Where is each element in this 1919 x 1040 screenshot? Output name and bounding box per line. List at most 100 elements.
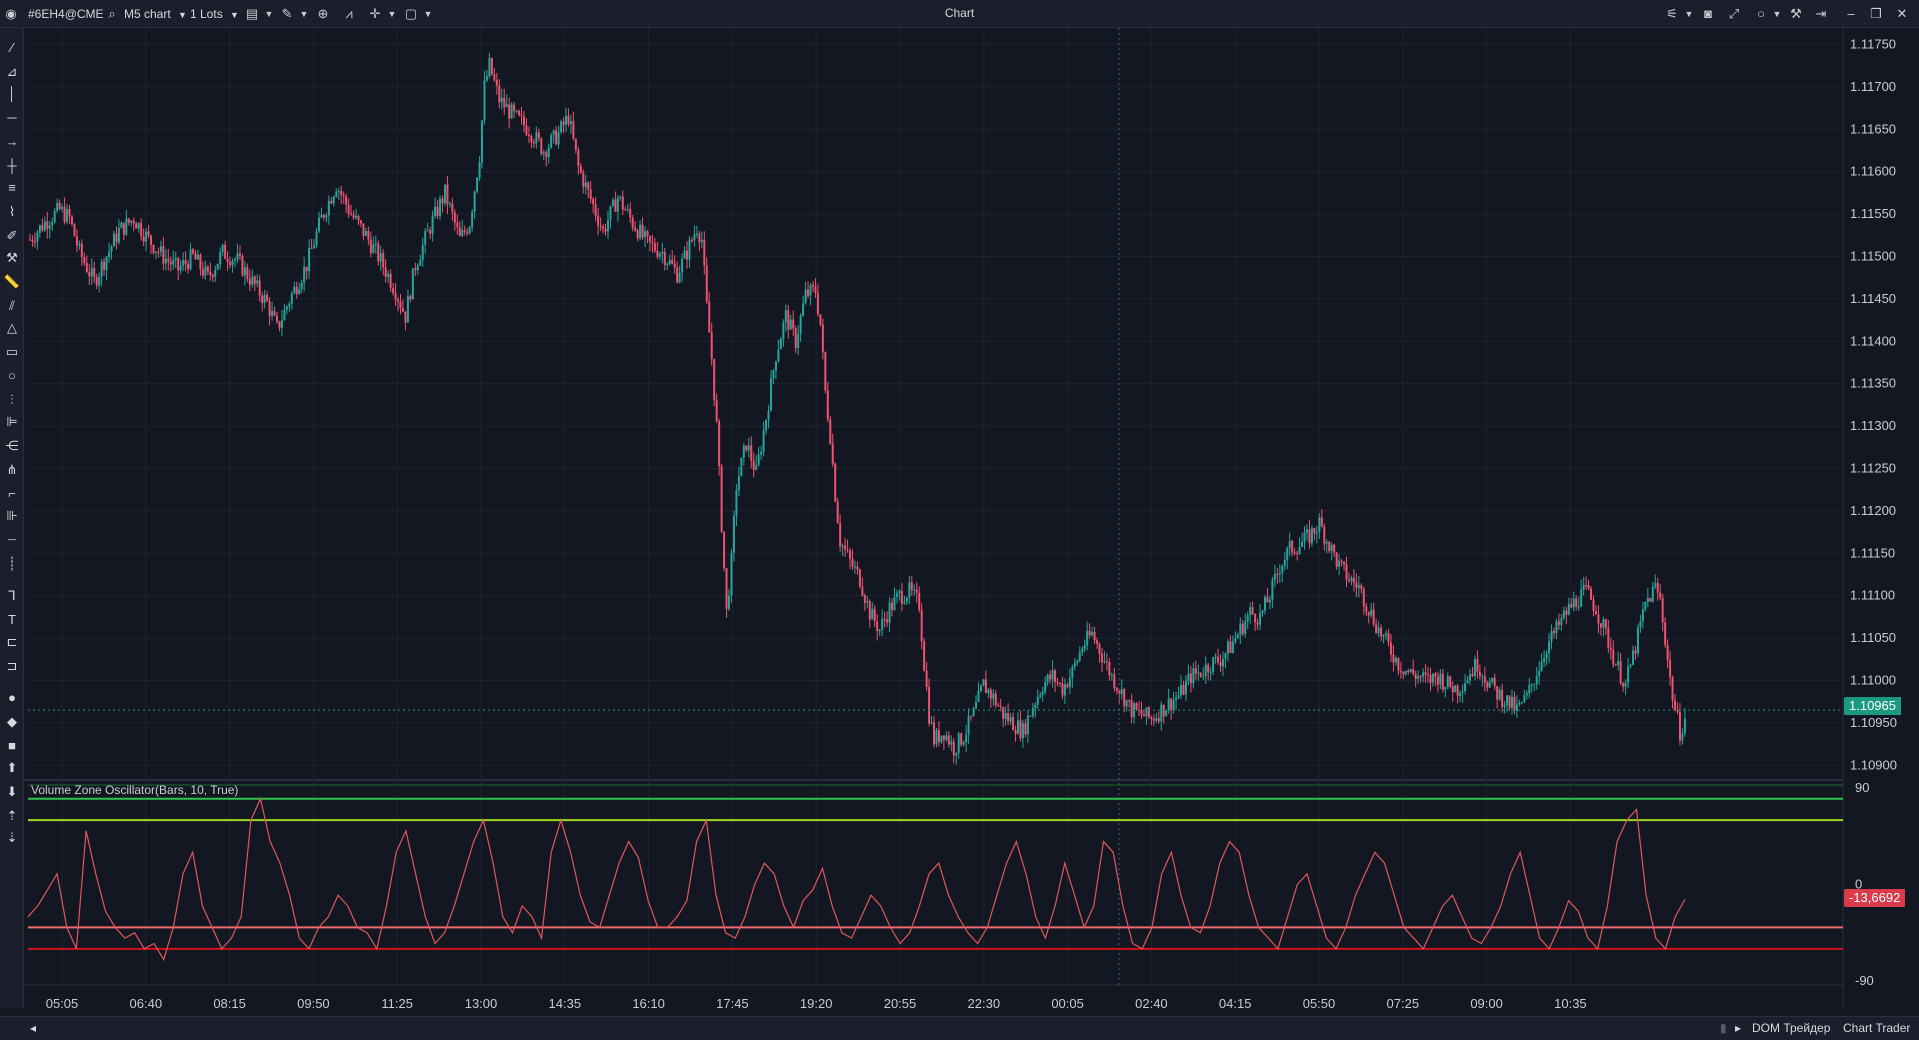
lots-selector[interactable]: 1 Lots ▼ bbox=[190, 6, 239, 22]
candle bbox=[962, 740, 965, 747]
fibonacci-icon[interactable]: ⫶ bbox=[10, 392, 14, 407]
chevron-down-icon[interactable]: ▼ bbox=[1684, 9, 1694, 19]
indicators-icon[interactable]: ⩘ bbox=[345, 6, 353, 21]
parallel-lines-icon[interactable]: ≡ bbox=[8, 180, 16, 195]
ellipse-icon[interactable]: ○ bbox=[8, 368, 16, 383]
arrow-up-icon[interactable]: ⬆ bbox=[6, 760, 18, 775]
text-icon[interactable]: T bbox=[8, 612, 16, 627]
candle-body bbox=[1540, 661, 1543, 672]
template-icon[interactable]: ▤ bbox=[245, 6, 259, 21]
candle bbox=[592, 197, 595, 213]
fib-fan-icon[interactable]: ⋲ bbox=[5, 438, 19, 453]
search-icon[interactable]: ⌕ bbox=[108, 6, 116, 21]
fib-extension-icon[interactable]: ⊫ bbox=[6, 414, 18, 429]
candle bbox=[335, 188, 338, 198]
dom-trader-tab[interactable]: DOM Трейдер bbox=[1752, 1021, 1831, 1035]
candle-body bbox=[199, 254, 202, 270]
candle-body bbox=[1278, 573, 1281, 575]
candle-body bbox=[871, 608, 874, 620]
candle-body bbox=[387, 273, 390, 277]
scroll-right-icon[interactable]: ▸ bbox=[1735, 1021, 1742, 1035]
channel-icon[interactable]: ⫽ bbox=[9, 298, 15, 313]
candle bbox=[453, 209, 456, 232]
candle-body bbox=[226, 258, 229, 263]
sort-down-icon[interactable]: ⇣ bbox=[6, 830, 18, 845]
chevron-down-icon[interactable]: ▼ bbox=[264, 9, 274, 19]
candle bbox=[154, 251, 157, 260]
candle-body bbox=[443, 184, 446, 204]
timeframe-selector[interactable]: M5 chart ▼ bbox=[124, 6, 187, 22]
circle-icon[interactable]: ○ bbox=[1757, 6, 1765, 21]
layout-icon[interactable]: ▢ bbox=[404, 6, 418, 21]
candle-body bbox=[1147, 707, 1150, 717]
candle-body bbox=[362, 223, 365, 236]
chevron-down-icon[interactable]: ▼ bbox=[387, 9, 397, 19]
symbol-selector[interactable]: #6EH4@CME bbox=[28, 7, 104, 21]
close-icon[interactable]: ✕ bbox=[1896, 6, 1908, 21]
scroll-thumb[interactable]: ▮ bbox=[1720, 1021, 1727, 1035]
camera-icon[interactable]: ◙ bbox=[1704, 6, 1712, 21]
chevron-down-icon[interactable]: ▼ bbox=[423, 9, 433, 19]
dotted-line-icon[interactable]: ┈ bbox=[8, 532, 16, 547]
pitchfork-icon[interactable]: ⋔ bbox=[6, 462, 18, 477]
link-icon[interactable]: ⚟ bbox=[1666, 6, 1678, 21]
price-tick-label: 1.11400 bbox=[1850, 333, 1896, 348]
ruler-icon[interactable]: 📏 bbox=[3, 274, 21, 289]
triangle-icon[interactable]: △ bbox=[7, 320, 17, 335]
scroll-left-icon[interactable]: ◂ bbox=[30, 1021, 37, 1035]
candle bbox=[468, 225, 471, 235]
chevron-down-icon[interactable]: ▼ bbox=[1772, 9, 1782, 19]
zoom-icon[interactable]: ⊕ bbox=[317, 6, 329, 21]
rectangle-icon[interactable]: ▭ bbox=[5, 344, 19, 359]
oscillator-tick-label: 90 bbox=[1855, 780, 1869, 795]
candle bbox=[280, 310, 283, 336]
horizontal-line-icon[interactable]: ─ bbox=[7, 110, 17, 125]
brush-icon[interactable]: ✐ bbox=[6, 228, 18, 243]
candle bbox=[940, 735, 943, 745]
candle bbox=[1367, 611, 1370, 624]
trend-line-icon[interactable]: ⁄ bbox=[10, 40, 14, 55]
candle-body bbox=[742, 445, 745, 458]
pin-icon[interactable]: ⇥ bbox=[1815, 6, 1827, 21]
pencil-icon[interactable]: ✎ bbox=[281, 6, 293, 21]
hammer-icon[interactable]: ⚒ bbox=[6, 250, 18, 265]
callout-icon[interactable]: ⊐ bbox=[6, 658, 18, 673]
vertical-line-icon[interactable]: │ bbox=[7, 86, 17, 101]
cross-line-icon[interactable]: ┼ bbox=[7, 158, 17, 173]
candle bbox=[1222, 651, 1225, 677]
candle-body bbox=[878, 629, 881, 632]
candle bbox=[881, 609, 884, 637]
chart-trader-tab[interactable]: Chart Trader bbox=[1843, 1021, 1911, 1035]
candle bbox=[1254, 613, 1257, 631]
text-box-icon[interactable]: Ꞁ bbox=[8, 588, 16, 603]
fullscreen-icon[interactable]: ⤢ bbox=[1728, 6, 1740, 21]
label-icon[interactable]: ⊏ bbox=[6, 634, 18, 649]
square-marker-icon[interactable]: ■ bbox=[8, 738, 16, 753]
measure-icon[interactable]: ⊪ bbox=[6, 508, 18, 523]
circle-marker-icon[interactable]: ● bbox=[8, 690, 16, 705]
candle-body bbox=[485, 76, 488, 81]
minimize-icon[interactable]: – bbox=[1847, 6, 1855, 21]
diamond-marker-icon[interactable]: ◆ bbox=[7, 714, 17, 729]
candle-body bbox=[1525, 693, 1528, 696]
polyline-icon[interactable]: ⌇ bbox=[8, 204, 16, 219]
dotted-vertical-icon[interactable]: ┊ bbox=[8, 556, 16, 571]
candle-body bbox=[977, 690, 980, 702]
arrow-right-icon[interactable]: → bbox=[5, 134, 19, 149]
sort-up-icon[interactable]: ⇡ bbox=[6, 808, 18, 823]
candle-body bbox=[1189, 673, 1192, 684]
tools-icon[interactable]: ⚒ bbox=[1790, 6, 1802, 21]
candle-body bbox=[392, 288, 395, 294]
chevron-down-icon[interactable]: ▼ bbox=[299, 9, 309, 19]
step-line-icon[interactable]: ⌐ bbox=[8, 486, 16, 501]
candle bbox=[1560, 614, 1563, 631]
candle bbox=[723, 531, 726, 572]
indicator-label[interactable]: Volume Zone Oscillator(Bars, 10, True) bbox=[31, 783, 239, 797]
arrow-down-icon[interactable]: ⬇ bbox=[6, 784, 18, 799]
crosshair-icon[interactable]: ✛ bbox=[369, 6, 381, 21]
candle bbox=[98, 272, 101, 293]
candle bbox=[389, 269, 392, 292]
restore-icon[interactable]: ❐ bbox=[1870, 6, 1882, 21]
ray-icon[interactable]: ⊿ bbox=[6, 64, 18, 79]
